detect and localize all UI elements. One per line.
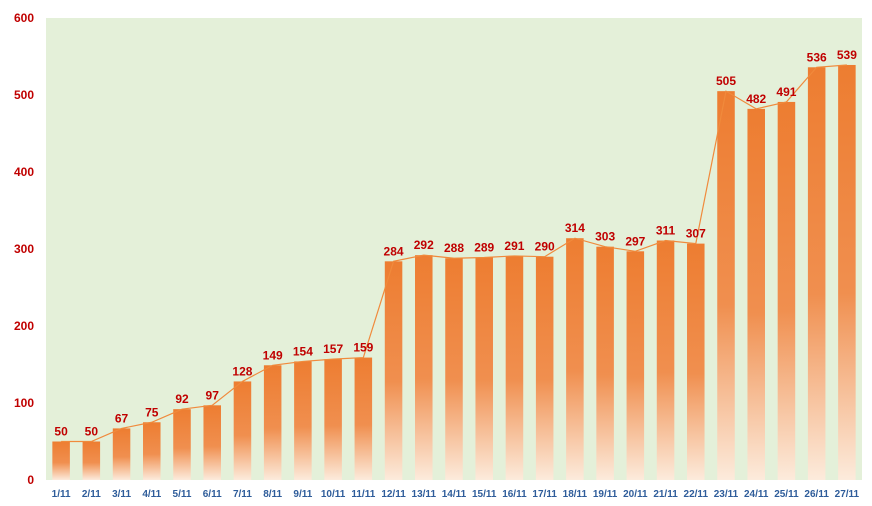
x-tick-label: 20/11 — [623, 489, 648, 500]
y-tick-label: 400 — [14, 165, 34, 179]
x-tick-label: 6/11 — [203, 489, 222, 500]
x-tick-label: 4/11 — [142, 489, 161, 500]
x-axis: 1/11 2/11 3/11 4/11 5/11 6/11 7/11 8/11 9/11 10/1… — [52, 489, 860, 500]
bar — [838, 64, 856, 480]
bar — [505, 255, 524, 480]
bar — [445, 258, 463, 480]
bar — [324, 359, 342, 480]
data-labels-group: 50 50 67 75 92 97 128 149 154 157 159 284 292 288 289 2… — [54, 48, 857, 439]
y-tick-label: 0 — [27, 473, 34, 487]
data-label: 159 — [353, 341, 373, 355]
x-tick-label: 9/11 — [293, 489, 312, 500]
bars-group — [52, 64, 856, 481]
data-label: 290 — [535, 240, 555, 254]
data-label: 292 — [414, 238, 434, 252]
bar — [747, 108, 765, 481]
bar — [173, 409, 191, 480]
bar — [656, 240, 675, 480]
x-tick-label: 19/11 — [593, 489, 618, 500]
data-label: 297 — [625, 234, 645, 248]
x-tick-label: 23/11 — [714, 489, 739, 500]
data-label: 128 — [232, 364, 252, 378]
x-tick-label: 5/11 — [173, 489, 192, 500]
data-label: 67 — [115, 411, 129, 425]
data-label: 307 — [686, 227, 706, 241]
bar — [294, 361, 312, 480]
data-label: 288 — [444, 241, 464, 255]
bar — [626, 251, 645, 480]
x-tick-label: 3/11 — [112, 489, 131, 500]
bar — [52, 441, 70, 480]
bar — [596, 246, 614, 480]
data-label: 491 — [776, 85, 796, 99]
x-tick-label: 26/11 — [804, 489, 829, 500]
bar — [233, 381, 252, 480]
data-label: 303 — [595, 230, 615, 244]
data-label: 482 — [746, 92, 766, 106]
y-tick-label: 600 — [14, 11, 34, 25]
x-tick-label: 14/11 — [442, 489, 467, 500]
bar — [112, 428, 131, 480]
data-label: 50 — [85, 425, 99, 439]
data-label: 539 — [837, 48, 857, 62]
bar — [717, 91, 735, 481]
x-tick-label: 2/11 — [82, 489, 101, 500]
y-tick-label: 200 — [14, 319, 34, 333]
x-tick-label: 22/11 — [684, 489, 709, 500]
y-axis: 0 100 200 300 400 500 600 — [14, 11, 34, 487]
trend-line — [61, 64, 847, 443]
x-tick-label: 10/11 — [321, 489, 346, 500]
x-tick-label: 25/11 — [774, 489, 799, 500]
bar — [475, 257, 493, 480]
data-label: 154 — [293, 344, 313, 358]
bar — [807, 67, 826, 480]
x-tick-label: 21/11 — [653, 489, 678, 500]
bar — [82, 441, 101, 480]
bar — [354, 357, 373, 480]
x-tick-label: 1/11 — [52, 489, 71, 500]
x-tick-label: 17/11 — [532, 489, 557, 500]
data-label: 311 — [656, 224, 676, 238]
bar — [143, 422, 161, 480]
data-label: 284 — [384, 244, 404, 258]
data-label: 536 — [807, 50, 827, 64]
bar — [384, 261, 403, 480]
data-label: 291 — [504, 239, 524, 253]
bar — [415, 255, 433, 480]
x-tick-label: 24/11 — [744, 489, 769, 500]
x-tick-label: 27/11 — [835, 489, 860, 500]
bar — [777, 101, 796, 481]
data-label: 92 — [175, 392, 189, 406]
y-tick-label: 500 — [14, 88, 34, 102]
bar — [203, 405, 221, 480]
y-tick-label: 100 — [14, 396, 34, 410]
x-tick-label: 11/11 — [351, 489, 375, 500]
data-label: 75 — [145, 405, 159, 419]
data-label: 149 — [263, 348, 283, 362]
x-tick-label: 13/11 — [412, 489, 437, 500]
bar — [535, 256, 554, 480]
x-tick-label: 18/11 — [563, 489, 588, 500]
data-label: 97 — [206, 388, 220, 402]
data-label: 50 — [54, 425, 68, 439]
x-tick-label: 15/11 — [472, 489, 497, 500]
data-label: 505 — [716, 74, 736, 88]
data-label: 289 — [474, 240, 494, 254]
bar — [687, 243, 705, 480]
data-label: 314 — [565, 221, 585, 235]
bar — [263, 365, 282, 480]
x-tick-label: 7/11 — [233, 489, 252, 500]
x-tick-label: 12/11 — [381, 489, 406, 500]
bar — [566, 238, 584, 480]
y-tick-label: 300 — [14, 242, 34, 256]
x-tick-label: 8/11 — [263, 489, 282, 500]
data-label: 157 — [323, 342, 343, 356]
x-tick-label: 16/11 — [502, 489, 527, 500]
